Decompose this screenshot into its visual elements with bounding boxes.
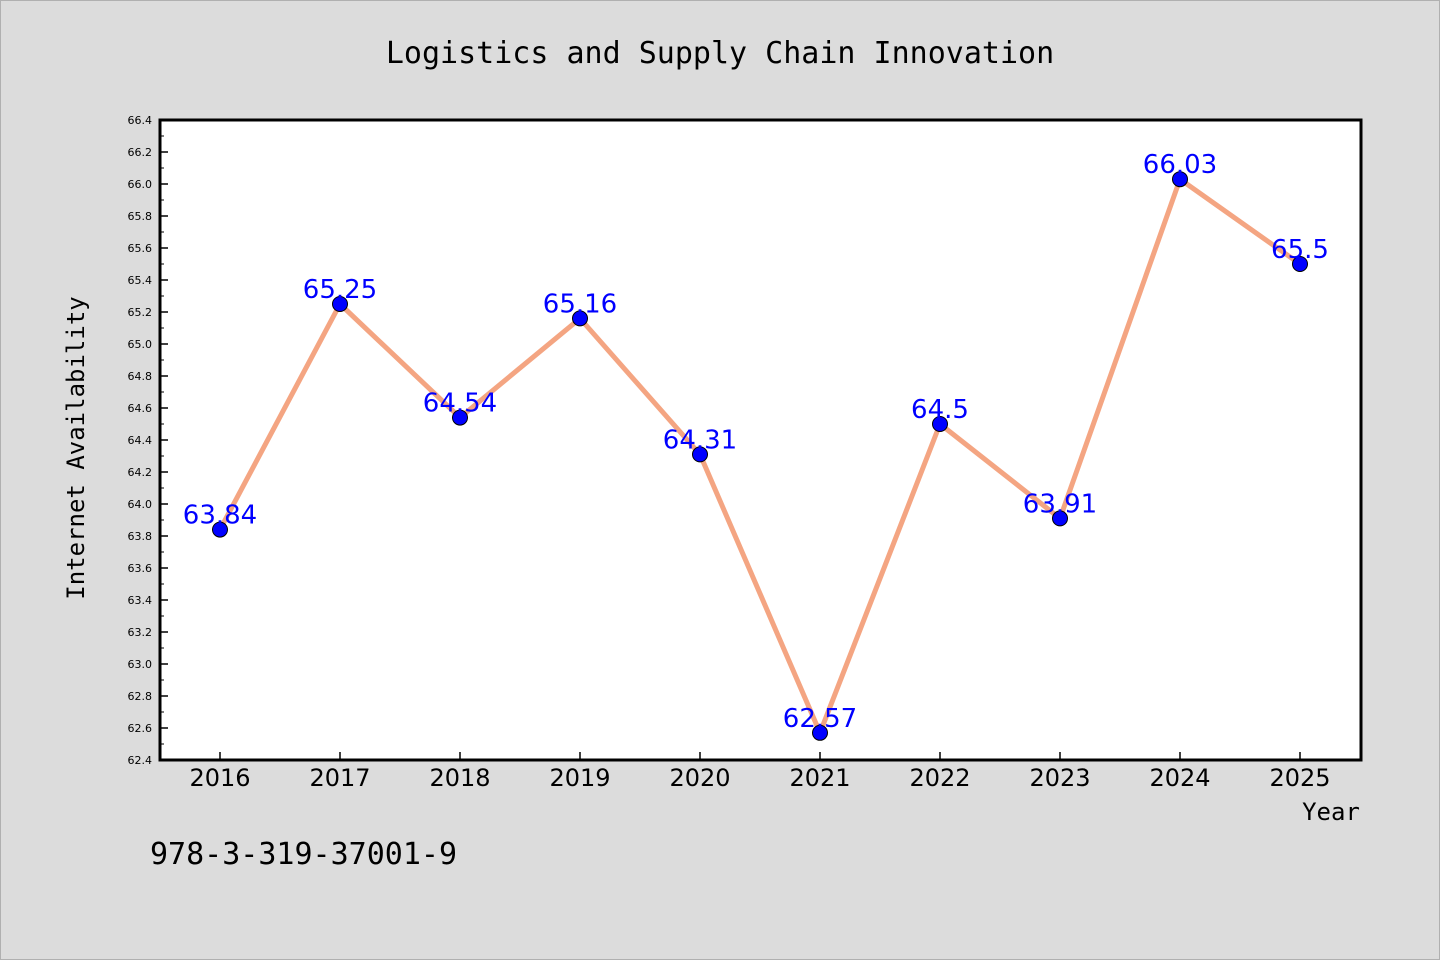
plot-area [160,120,1361,760]
x-tick-label: 2022 [909,764,970,792]
data-point [572,310,588,327]
data-markers [212,171,1308,741]
series-line [217,176,1302,736]
y-tick-label: 65.2 [128,306,153,319]
y-tick-label: 64.8 [128,370,153,383]
y-tick-label: 65.4 [128,274,153,287]
data-point [332,296,348,312]
isbn-text: 978-3-319-37001-9 [150,837,457,872]
data-point [692,446,708,463]
y-tick-label: 66.2 [128,146,153,159]
y-tick-label: 66.0 [128,178,153,191]
y-tick-label: 63.2 [128,626,153,639]
data-point [1052,510,1068,527]
x-tick-label: 2020 [669,764,730,792]
data-point [452,409,468,426]
x-tick-label: 2024 [1149,764,1210,792]
x-tick-label: 2016 [189,764,250,792]
x-axis-label: Year [1302,798,1360,826]
x-tick-label: 2017 [309,764,370,792]
data-point [212,521,228,538]
data-point [1292,256,1308,272]
y-tick-label: 62.4 [128,754,153,767]
data-label: 64.31 [663,425,737,455]
data-labels: 63.84 65.25 64.54 65.16 64.31 62.57 64.5 63.91 6… [183,150,1329,734]
y-tick-label: 65.6 [128,242,153,255]
data-label: 66.03 [1143,150,1217,180]
data-label: 65.16 [543,289,617,319]
data-label: 65.25 [303,275,377,305]
chart-title: Logistics and Supply Chain Innovation [386,36,1054,71]
y-tick-label: 65.8 [128,210,153,223]
x-tick-label: 2019 [549,764,610,792]
y-tick-label: 62.8 [128,690,153,703]
data-point [812,724,828,741]
y-tick-label: 63.8 [128,530,153,543]
y-tick-label: 62.6 [128,722,153,735]
data-label: 62.57 [783,704,857,734]
plot-frame [158,118,1363,762]
data-point [1172,171,1188,188]
x-tick-label: 2018 [429,764,490,792]
y-tick-label: 64.4 [128,434,153,447]
y-tick-label: 64.2 [128,466,153,479]
y-tick-label: 63.4 [128,594,153,607]
data-label: 63.91 [1023,489,1097,519]
y-tick-label: 65.0 [128,338,153,351]
y-tick-label: 64.6 [128,402,153,415]
data-label: 64.54 [423,389,497,419]
data-label: 65.5 [1271,235,1329,265]
data-point [932,416,948,432]
y-tick-label: 66.4 [128,114,153,127]
x-tick-label: 2025 [1269,764,1330,792]
y-tick-label: 63.0 [128,658,153,671]
data-label: 64.5 [911,395,969,425]
y-tick-label: 63.6 [128,562,153,575]
y-axis-label: Internet Availability [62,296,90,599]
y-tick-label: 64.0 [128,498,153,511]
x-tick-label: 2021 [789,764,850,792]
x-tick-label: 2023 [1029,764,1090,792]
x-axis: 2016 2017 2018 2019 2020 2021 2022 2023 2024 2025 [189,752,1331,792]
data-label: 63.84 [183,501,257,531]
